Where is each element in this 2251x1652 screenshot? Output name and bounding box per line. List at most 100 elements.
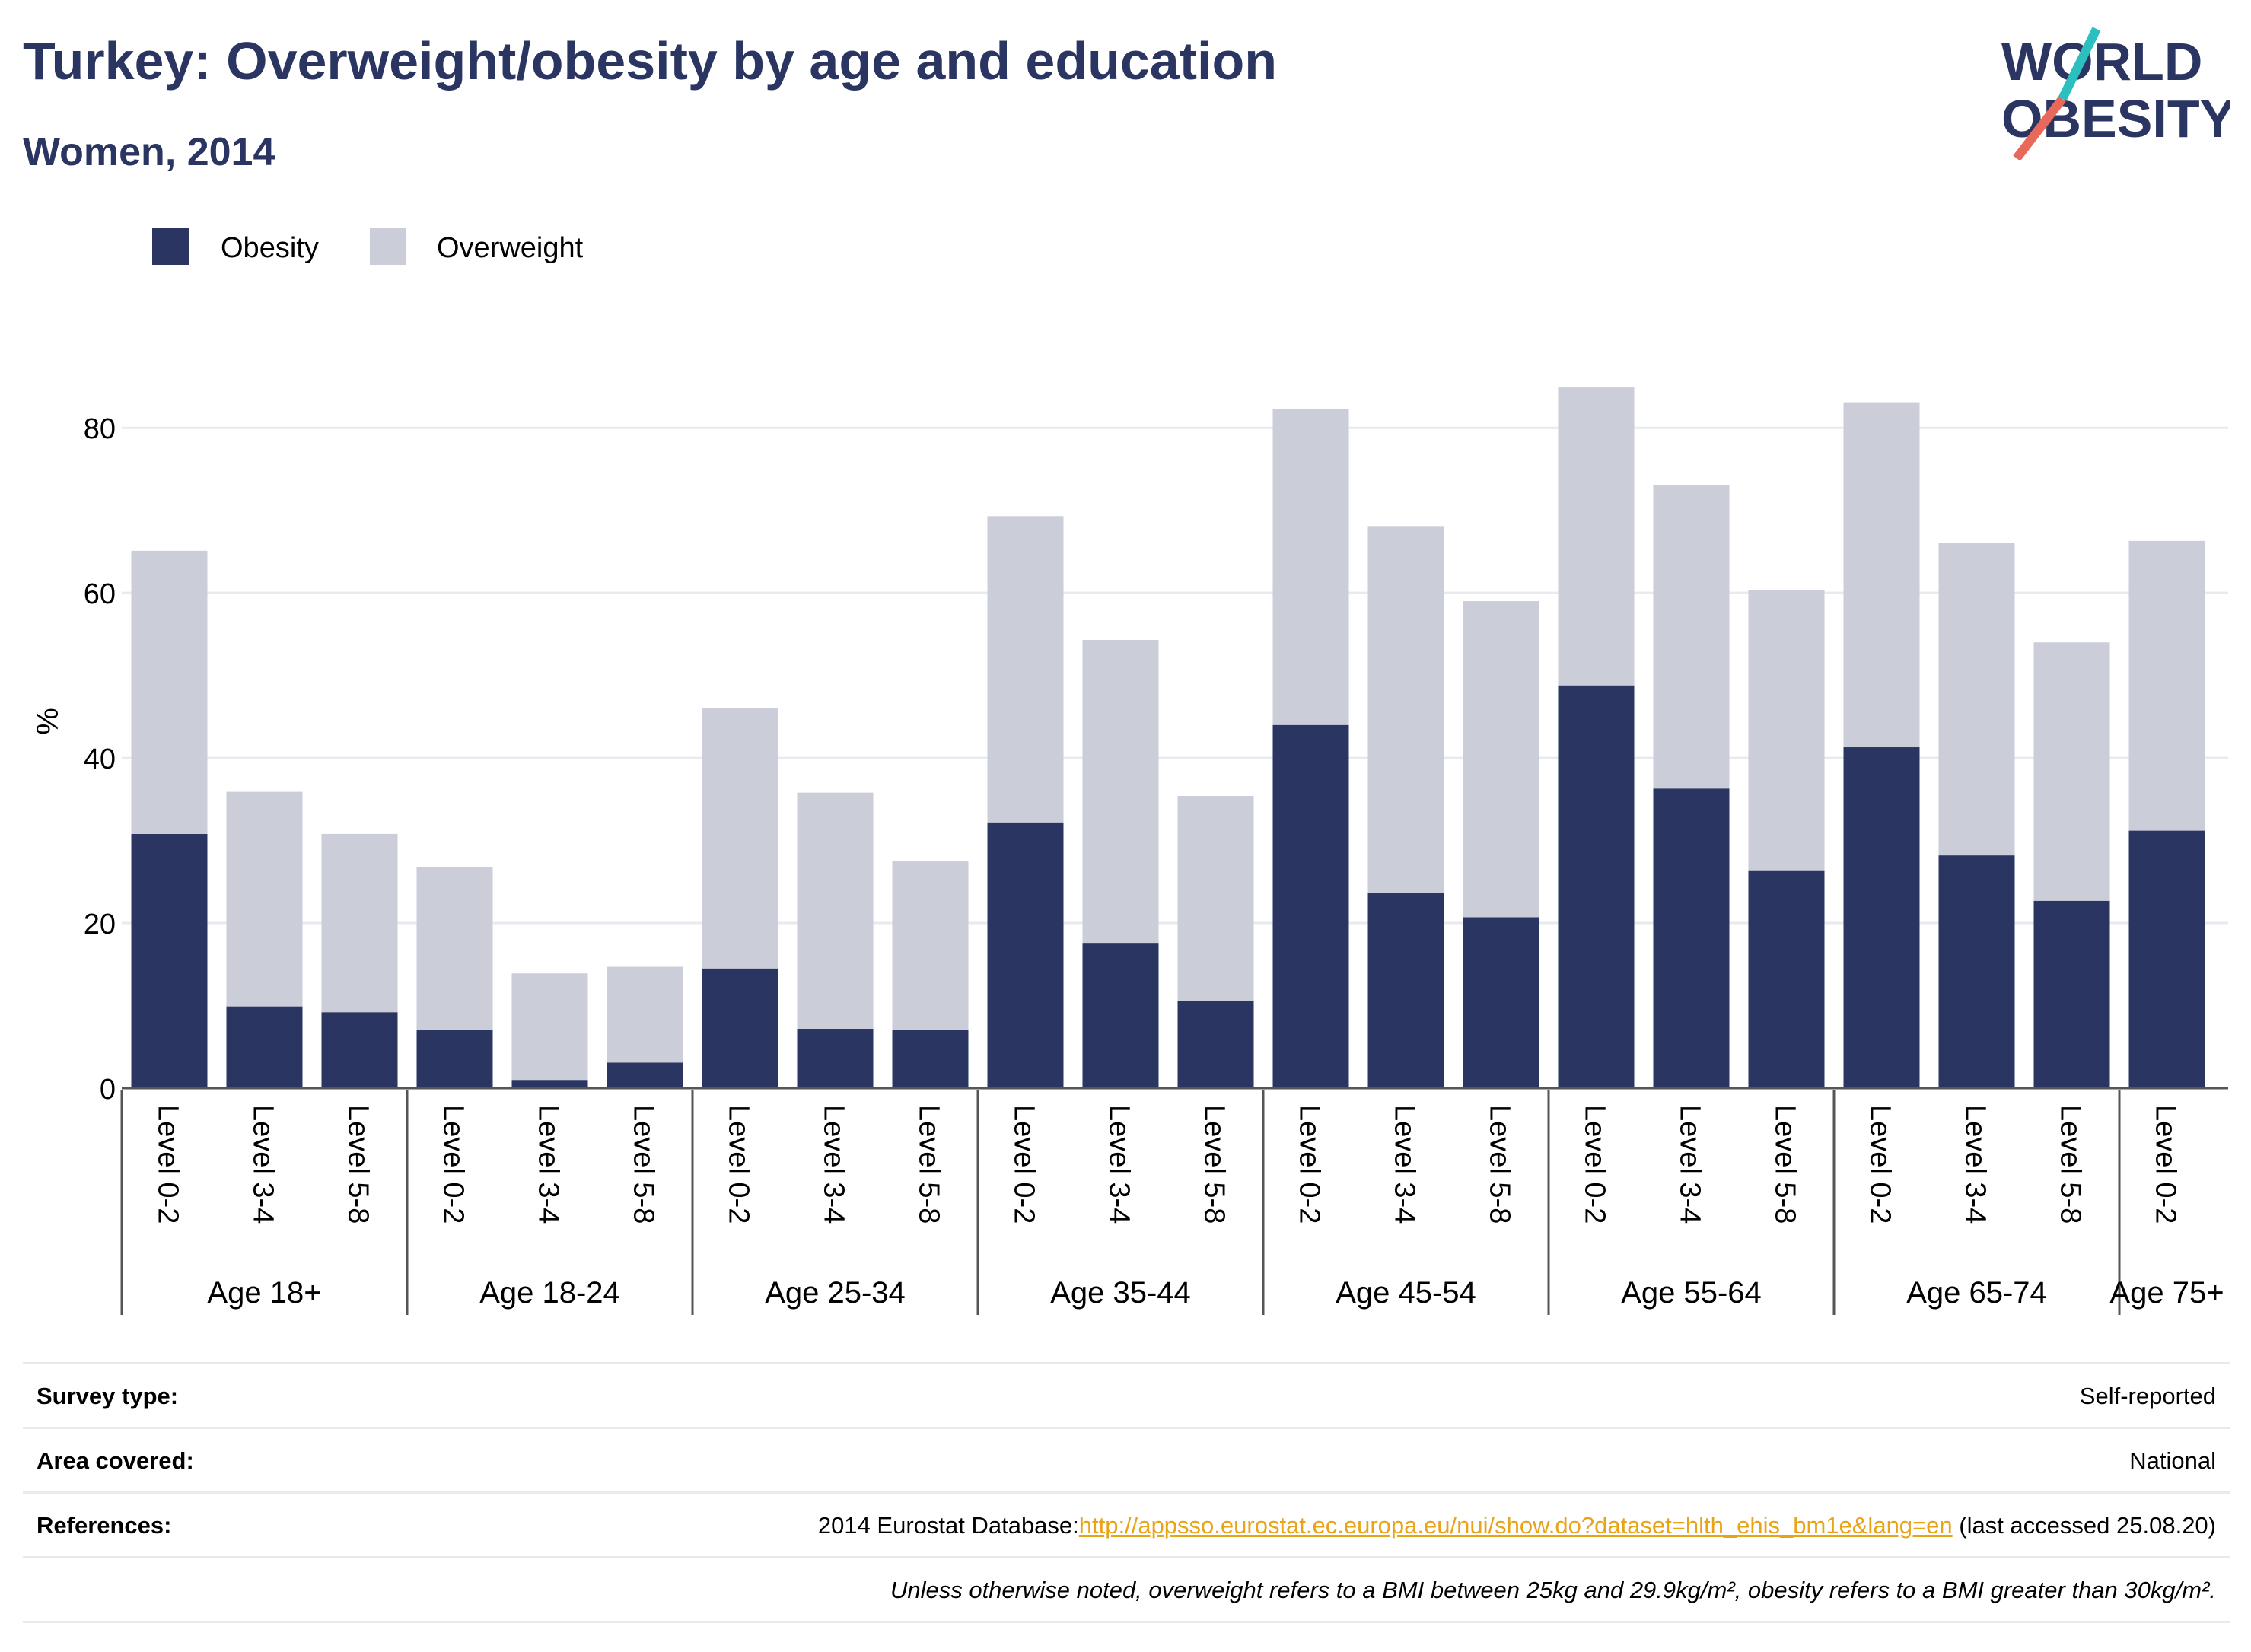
bar-overweight (1938, 543, 2015, 856)
bar-overweight (1082, 640, 1159, 944)
bar-overweight (131, 550, 208, 834)
survey-type-row: Survey type: Self-reported (23, 1362, 2230, 1427)
bar-obesity (226, 1006, 303, 1088)
bar-overweight (987, 516, 1064, 823)
bar-obesity (1843, 747, 1920, 1088)
logo-text-obesity: OBESITY (2001, 89, 2230, 148)
logo-slash-red (2013, 96, 2066, 160)
bar-obesity (702, 968, 778, 1088)
x-tick-label: Level 3-4 (533, 1105, 565, 1224)
x-tick-label: Level 0-2 (1008, 1105, 1040, 1224)
bar-overweight (607, 966, 683, 1063)
x-tick-label: Level 0-2 (2150, 1105, 2182, 1224)
survey-type-label: Survey type: (37, 1383, 179, 1409)
x-tick-label: Level 0-2 (723, 1105, 755, 1224)
logo-text-world: WORLD (2001, 32, 2202, 91)
bar-chart: Obesity Overweight % 0 20 40 60 80 Level 0-2 L… (31, 228, 2228, 1315)
bar-overweight (2033, 642, 2110, 901)
bar-overweight (892, 861, 969, 1030)
bar-obesity (1748, 870, 1825, 1088)
x-tick-label: Level 5-8 (628, 1105, 660, 1224)
group-label: Age 18+ (207, 1276, 321, 1310)
group-label: Age 65-74 (1906, 1276, 2047, 1310)
y-tick-label: 60 (84, 578, 116, 610)
group-label: Age 18-24 (479, 1276, 620, 1310)
legend-label-overweight: Overweight (437, 232, 584, 264)
definition-note-row: Unless otherwise noted, overweight refer… (23, 1556, 2230, 1623)
footer-table: Survey type: Self-reported Area covered:… (23, 1362, 2230, 1623)
bar-overweight (1177, 796, 1254, 1001)
references-label: References: (37, 1512, 172, 1539)
bar-overweight (1463, 601, 1539, 918)
world-obesity-logo: WORLD OBESITY (2001, 27, 2230, 160)
bar-obesity (797, 1028, 874, 1088)
group-label: Age 25-34 (765, 1276, 906, 1310)
x-tick-label: Level 5-8 (913, 1105, 945, 1224)
page-title: Turkey: Overweight/obesity by age and ed… (23, 31, 1277, 91)
bar-obesity (2033, 900, 2110, 1088)
x-tick-label: Level 0-2 (1579, 1105, 1611, 1224)
bar-obesity (1558, 685, 1635, 1088)
bar-overweight (1653, 485, 1730, 789)
bar-overweight (1272, 409, 1349, 725)
x-tick-label: Level 3-4 (818, 1105, 850, 1224)
x-tick-label: Level 0-2 (1864, 1105, 1896, 1224)
group-label: Age 45-54 (1336, 1276, 1476, 1310)
y-tick-label: 20 (84, 909, 116, 941)
bar-obesity (1082, 943, 1159, 1088)
x-tick-label: Level 0-2 (438, 1105, 470, 1224)
x-tick-label: Level 5-8 (2055, 1105, 2087, 1224)
bar-obesity (1367, 892, 1444, 1088)
bar-overweight (1558, 387, 1635, 686)
logo-slash-teal (2058, 27, 2101, 101)
bar-obesity (987, 822, 1064, 1088)
bar-obesity (892, 1029, 969, 1088)
legend-label-obesity: Obesity (221, 232, 319, 264)
y-tick-label: 80 (84, 413, 116, 445)
bar-obesity (321, 1012, 398, 1088)
bar-obesity (1653, 788, 1730, 1088)
y-axis-label: % (31, 708, 65, 735)
bar-overweight (321, 833, 398, 1013)
x-tick-label: Level 3-4 (1389, 1105, 1421, 1224)
bar-obesity (1272, 724, 1349, 1088)
bar-obesity (1177, 1001, 1254, 1088)
legend-swatch-obesity (152, 228, 189, 265)
x-tick-label: Level 5-8 (1199, 1105, 1231, 1224)
bar-overweight (797, 792, 874, 1029)
bar-overweight (1748, 590, 1825, 871)
legend: Obesity Overweight (152, 228, 584, 265)
area-covered-value: National (2129, 1447, 2216, 1474)
references-value: 2014 Eurostat Database:http://appsso.eur… (818, 1512, 2216, 1539)
bar-overweight (226, 791, 303, 1007)
definition-note: Unless otherwise noted, overweight refer… (890, 1577, 2216, 1603)
group-label: Age 75+ (2109, 1276, 2224, 1310)
bar-overweight (702, 708, 778, 969)
references-suffix: (last accessed 25.08.20) (1952, 1512, 2216, 1539)
legend-swatch-overweight (370, 228, 406, 265)
references-row: References: 2014 Eurostat Database:http:… (23, 1491, 2230, 1556)
references-link[interactable]: http://appsso.eurostat.ec.europa.eu/nui/… (1078, 1512, 1953, 1539)
bar-obesity (511, 1080, 588, 1088)
bar-obesity (1463, 917, 1539, 1088)
x-tick-label: Level 3-4 (1103, 1105, 1135, 1224)
bar-overweight (511, 973, 588, 1081)
bar-overweight (2128, 540, 2205, 831)
x-tick-label: Level 3-4 (1674, 1105, 1706, 1224)
bar-obesity (607, 1062, 683, 1088)
references-prefix: 2014 Eurostat Database: (817, 1512, 1079, 1539)
y-tick-label: 0 (100, 1074, 116, 1106)
x-tick-label: Level 5-8 (342, 1105, 374, 1224)
page-subtitle: Women, 2014 (23, 130, 275, 174)
x-tick-label: Level 0-2 (152, 1105, 184, 1224)
bar-obesity (416, 1029, 493, 1088)
bar-obesity (131, 833, 208, 1088)
area-covered-row: Area covered: National (23, 1427, 2230, 1491)
bar-obesity (2128, 830, 2205, 1088)
group-label: Age 55-64 (1621, 1276, 1762, 1310)
x-tick-label: Level 5-8 (1769, 1105, 1801, 1224)
bar-overweight (1367, 526, 1444, 893)
area-covered-label: Area covered: (37, 1447, 194, 1474)
group-label: Age 35-44 (1050, 1276, 1191, 1310)
x-tick-label: Level 3-4 (1960, 1105, 1992, 1224)
